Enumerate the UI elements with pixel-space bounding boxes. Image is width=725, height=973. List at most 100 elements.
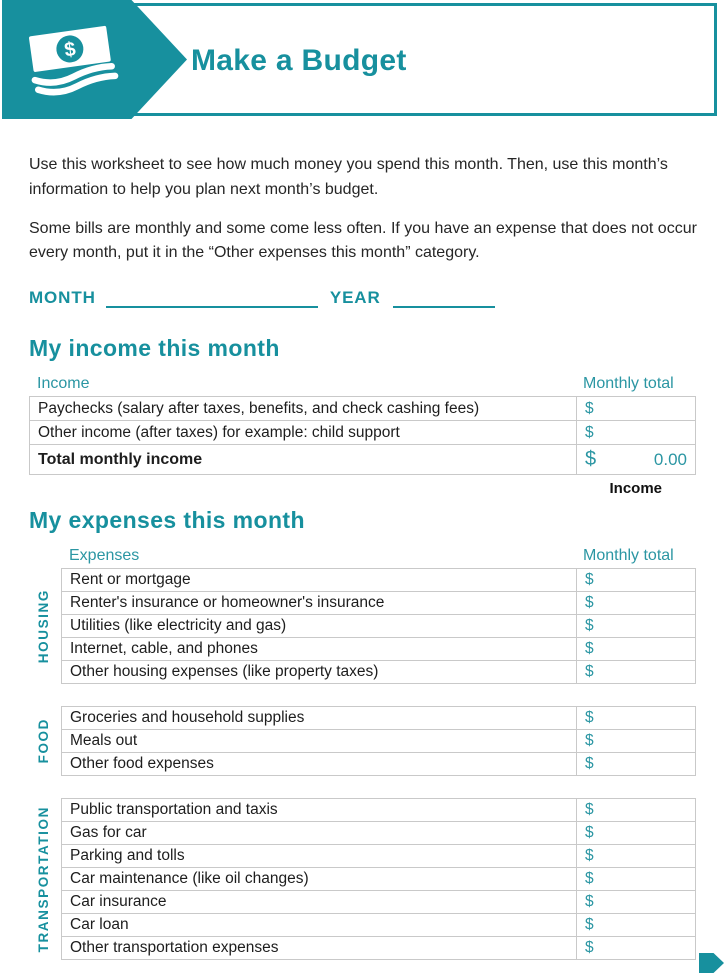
dollar-sign: $ <box>585 870 594 888</box>
expense-row: Car loan $ <box>61 913 696 938</box>
income-total-label: Total monthly income <box>29 444 577 476</box>
income-row-label: Paychecks (salary after taxes, benefits,… <box>29 396 577 422</box>
expense-row: Utilities (like electricity and gas) $ <box>61 614 696 639</box>
expense-amount-cell[interactable]: $ <box>576 752 696 777</box>
intro-paragraph-1: Use this worksheet to see how much money… <box>29 156 668 198</box>
expense-row: Other transportation expenses $ <box>61 936 696 961</box>
dollar-sign: $ <box>585 663 594 681</box>
income-row-label: Other income (after taxes) for example: … <box>29 420 577 446</box>
income-caption: Income <box>609 480 662 498</box>
expense-groups: HOUSING Rent or mortgage $ Renter's insuran… <box>29 568 696 961</box>
header: $ Make a Budget <box>0 0 725 120</box>
expense-row: Other housing expenses (like property ta… <box>61 660 696 685</box>
expense-row: Rent or mortgage $ <box>61 568 696 593</box>
expense-row: Other food expenses $ <box>61 752 696 777</box>
expense-table: Groceries and household supplies $ Meals o… <box>61 706 696 777</box>
income-table: Paychecks (salary after taxes, benefits,… <box>29 396 696 476</box>
dollar-sign: $ <box>585 709 594 727</box>
expense-table: Public transportation and taxis $ Gas for … <box>61 798 696 961</box>
expense-row: Public transportation and taxis $ <box>61 798 696 823</box>
dollar-sign: $ <box>585 594 594 612</box>
expense-row-label: Internet, cable, and phones <box>61 637 577 662</box>
year-input-blank[interactable] <box>392 287 495 309</box>
expense-row-label: Rent or mortgage <box>61 568 577 593</box>
page-continues-arrow-icon <box>699 953 724 973</box>
expense-row-label: Other housing expenses (like property ta… <box>61 660 577 685</box>
expenses-table-head: Expenses Monthly total <box>61 547 696 565</box>
income-total-amount-cell: $ 0.00 <box>576 444 696 476</box>
expense-row: Parking and tolls $ <box>61 844 696 869</box>
monthly-total-column-header: Monthly total <box>583 375 674 393</box>
dollar-sign: $ <box>585 399 594 417</box>
intro-paragraph-2: Some bills are monthly and some come les… <box>29 219 697 262</box>
expense-row: Internet, cable, and phones $ <box>61 637 696 662</box>
income-section-heading: My income this month <box>29 335 280 362</box>
expense-group-food: FOOD Groceries and household supplies $ Mea… <box>36 706 696 777</box>
expense-group-transportation: TRANSPORTATION Public transportation and … <box>36 798 696 961</box>
dollar-sign: $ <box>585 916 594 934</box>
dollar-sign: $ <box>585 939 594 957</box>
expense-amount-cell[interactable]: $ <box>576 936 696 961</box>
expense-row: Groceries and household supplies $ <box>61 706 696 731</box>
dollar-sign: $ <box>585 423 594 441</box>
income-amount-cell[interactable]: $ <box>576 420 696 446</box>
monthly-total-column-header: Monthly total <box>583 547 674 565</box>
expense-amount-cell[interactable]: $ <box>576 591 696 616</box>
dollar-sign: $ <box>585 847 594 865</box>
expense-row-label: Gas for car <box>61 821 577 846</box>
expense-row-label: Other food expenses <box>61 752 577 777</box>
month-label: MONTH <box>29 288 96 308</box>
income-total-value: 0.00 <box>653 449 687 469</box>
expense-amount-cell[interactable]: $ <box>576 729 696 754</box>
dollar-sign: $ <box>585 640 594 658</box>
expense-row: Gas for car $ <box>61 821 696 846</box>
expense-row-label: Car loan <box>61 913 577 938</box>
expense-row: Car maintenance (like oil changes) $ <box>61 867 696 892</box>
month-year-line: MONTH YEAR <box>29 287 696 309</box>
expense-row-label: Parking and tolls <box>61 844 577 869</box>
expenses-section-heading: My expenses this month <box>29 507 305 534</box>
income-table-head: Income Monthly total <box>29 375 696 393</box>
dollar-sign: $ <box>585 732 594 750</box>
income-amount-cell[interactable]: $ <box>576 396 696 422</box>
expense-amount-cell[interactable]: $ <box>576 821 696 846</box>
expense-amount-cell[interactable]: $ <box>576 890 696 915</box>
expense-row-label: Car maintenance (like oil changes) <box>61 867 577 892</box>
expense-amount-cell[interactable]: $ <box>576 867 696 892</box>
expense-amount-cell[interactable]: $ <box>576 614 696 639</box>
expense-row-label: Renter's insurance or homeowner's insura… <box>61 591 577 616</box>
money-bills-icon: $ <box>29 25 119 95</box>
category-label: FOOD <box>35 718 51 764</box>
expense-row: Meals out $ <box>61 729 696 754</box>
dollar-sign: $ <box>585 801 594 819</box>
income-row: Paychecks (salary after taxes, benefits,… <box>29 396 696 422</box>
year-label: YEAR <box>329 288 381 308</box>
category-label: TRANSPORTATION <box>35 805 51 953</box>
expense-amount-cell[interactable]: $ <box>576 798 696 823</box>
income-table-body: Paychecks (salary after taxes, benefits,… <box>29 396 696 446</box>
expense-table: Rent or mortgage $ Renter's insurance or h… <box>61 568 696 685</box>
expense-amount-cell[interactable]: $ <box>576 568 696 593</box>
dollar-sign: $ <box>585 617 594 635</box>
expense-row: Renter's insurance or homeowner's insura… <box>61 591 696 616</box>
expense-amount-cell[interactable]: $ <box>576 913 696 938</box>
dollar-sign: $ <box>585 893 594 911</box>
income-column-header: Income <box>37 375 90 393</box>
expense-row-label: Car insurance <box>61 890 577 915</box>
income-row: Other income (after taxes) for example: … <box>29 420 696 446</box>
expense-amount-cell[interactable]: $ <box>576 844 696 869</box>
expense-group-housing: HOUSING Rent or mortgage $ Renter's insuran… <box>36 568 696 685</box>
dollar-sign: $ <box>585 755 594 773</box>
expense-amount-cell[interactable]: $ <box>576 660 696 685</box>
expense-amount-cell[interactable]: $ <box>576 637 696 662</box>
category-label: HOUSING <box>35 589 51 664</box>
page-title: Make a Budget <box>191 44 407 77</box>
svg-text:$: $ <box>63 38 77 61</box>
expense-row-label: Other transportation expenses <box>61 936 577 961</box>
dollar-sign: $ <box>585 571 594 589</box>
expense-row-label: Meals out <box>61 729 577 754</box>
dollar-sign: $ <box>585 824 594 842</box>
expense-row-label: Utilities (like electricity and gas) <box>61 614 577 639</box>
expense-amount-cell[interactable]: $ <box>576 706 696 731</box>
month-input-blank[interactable] <box>105 287 318 309</box>
